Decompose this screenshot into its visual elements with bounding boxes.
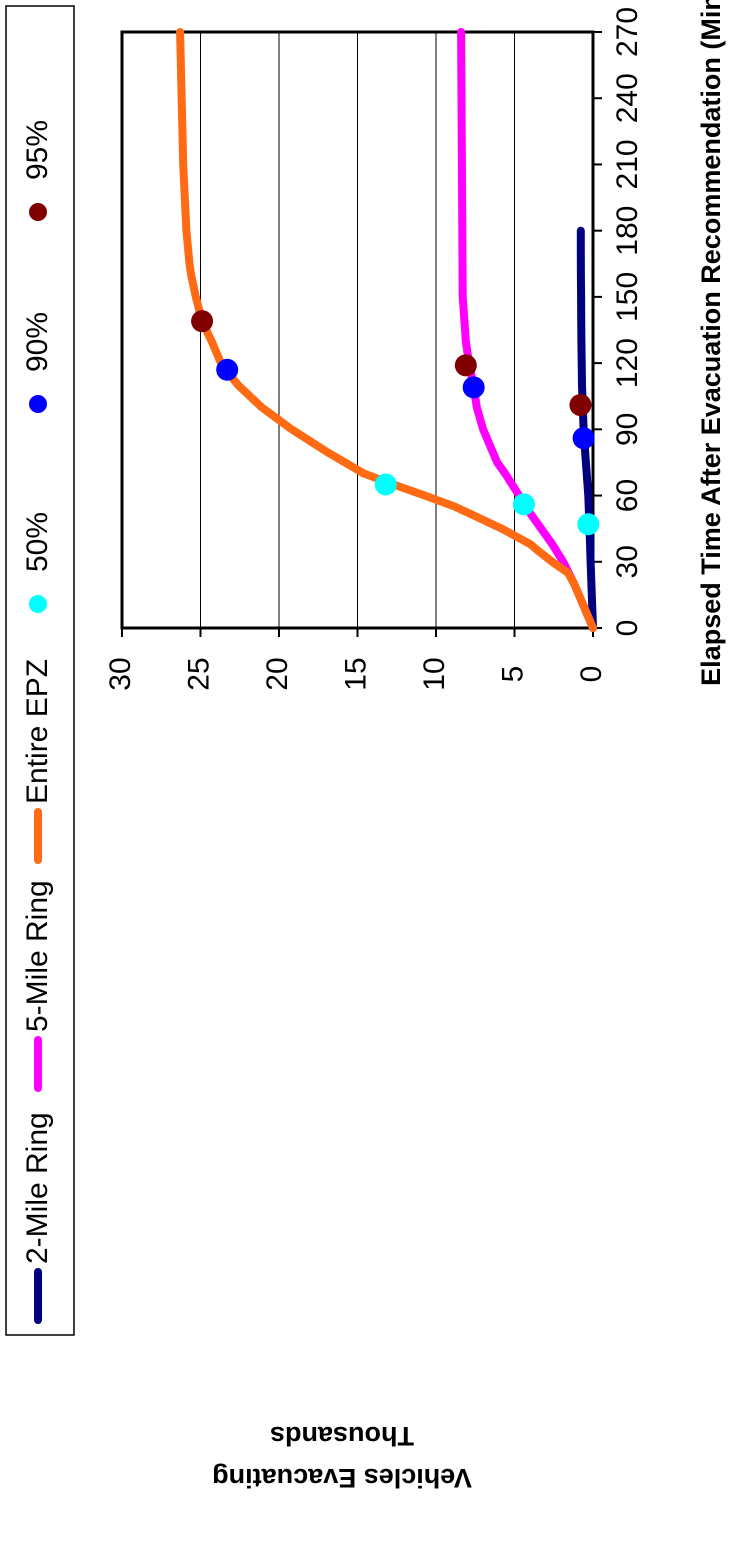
legend-label: 90% [21,312,54,372]
x-tick-label: 120 [611,338,644,388]
marker-layer [191,310,600,536]
y-tick-label: 25 [182,657,215,690]
y-tick-label: 20 [261,657,294,690]
x-tick-label: 150 [611,272,644,322]
x-tick-label: 270 [611,7,644,57]
series-line-5-mile-ring [457,28,597,632]
legend-label: 50% [21,512,54,572]
legend-label: 2-Mile Ring [21,1112,54,1264]
y-tick-label: 15 [339,657,372,690]
marker-95pct-point [191,310,214,333]
marker-95pct-point [454,354,477,377]
marker-50pct-point [374,473,397,496]
marker-50pct-point [577,513,600,536]
axes: 0 5 10 15 20 25 30 0 30 60 90 120 150 180 210 240 270 [104,7,644,691]
y-axis-title-line1: Vehicles Evacuating [212,1463,472,1493]
legend: 2-Mile Ring 5-Mile Ring Entire EPZ 50% 90% 95… [21,120,54,1324]
x-tick-label: 240 [611,73,644,123]
y-tick-label: 0 [575,666,608,683]
legend-swatch-dot [29,203,47,221]
y-tick-label: 5 [496,666,529,683]
legend-swatch-dot [29,595,47,613]
x-tick-label: 90 [611,413,644,446]
marker-50pct-point [512,493,535,516]
y-tick-label: 30 [104,657,137,690]
series-line-entire-epz [176,28,597,632]
marker-90pct-point [216,358,239,381]
y-axis-title-line2: Thousands [270,1421,414,1451]
x-tick-label: 0 [611,620,644,637]
marker-90pct-point [462,376,485,399]
legend-swatch-dot [29,395,47,413]
legend-label: Entire EPZ [21,659,54,804]
marker-90pct-point [572,427,595,450]
x-tick-label: 60 [611,479,644,512]
legend-label: 95% [21,120,54,180]
marker-95pct-point [569,394,592,417]
x-tick-label: 210 [611,139,644,189]
y-tick-label: 10 [418,657,451,690]
x-axis-title: Elapsed Time After Evacuation Recommenda… [696,0,726,686]
legend-box [5,5,75,1336]
x-tick-label: 30 [611,545,644,578]
legend-label: 5-Mile Ring [21,880,54,1032]
x-tick-label: 180 [611,206,644,256]
